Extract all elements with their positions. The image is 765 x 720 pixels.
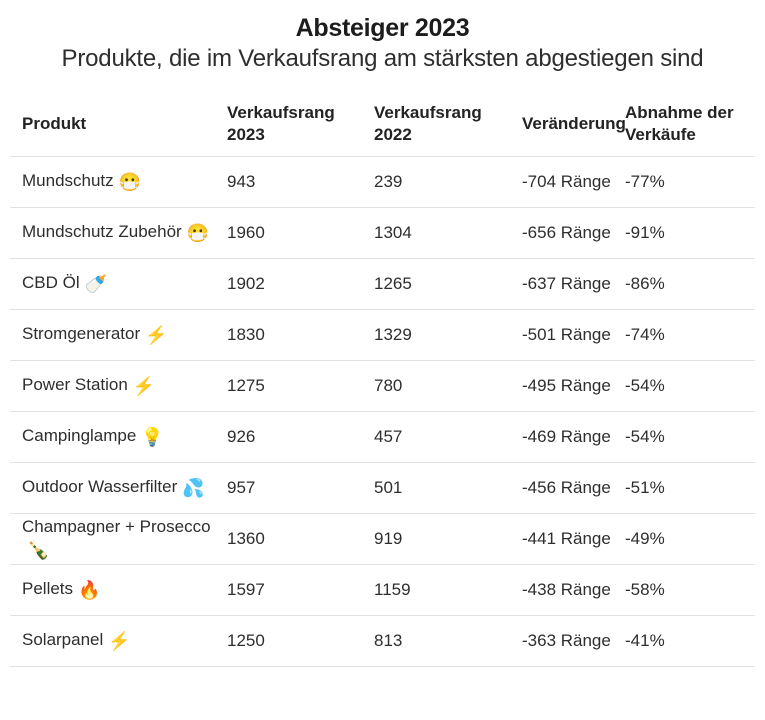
rank-2023-cell: 1275	[227, 360, 374, 412]
decrease-cell: -49%	[625, 513, 755, 565]
product-name: Pellets	[22, 578, 74, 598]
col-header-verkaufsrang-2023: Verkaufsrang 2023	[227, 92, 374, 157]
col-header-label: Abnahme der Verkäufe	[625, 102, 734, 144]
rank-2022-cell: 1265	[374, 258, 522, 310]
water-droplets-emoji-icon: 💦	[182, 477, 205, 498]
rank-2022-cell: 1159	[374, 564, 522, 616]
decrease-cell: -58%	[625, 564, 755, 616]
table-row: Stromgenerator ⚡ 1830 1329 -501 Ränge -74…	[10, 309, 755, 361]
col-header-abnahme: Abnahme der Verkäufe	[625, 92, 755, 157]
rank-2022-cell: 1304	[374, 207, 522, 259]
product-cell: Champagner + Prosecco 🍾	[10, 513, 227, 565]
table-row: Power Station ⚡ 1275 780 -495 Ränge -54%	[10, 360, 755, 412]
decrease-cell: -41%	[625, 615, 755, 667]
change-cell: -495 Ränge	[522, 360, 625, 412]
col-header-label: Verkaufsrang 2023	[227, 102, 335, 144]
change-cell: -441 Ränge	[522, 513, 625, 565]
product-cell: CBD Öl 🍼	[10, 258, 227, 310]
rank-2022-cell: 239	[374, 156, 522, 208]
product-cell: Pellets 🔥	[10, 564, 227, 616]
page-subtitle: Produkte, die im Verkaufsrang am stärkst…	[61, 45, 704, 72]
change-cell: -363 Ränge	[522, 615, 625, 667]
product-cell: Mundschutz Zubehör 😷	[10, 207, 227, 259]
rank-2022-cell: 1329	[374, 309, 522, 361]
change-cell: -656 Ränge	[522, 207, 625, 259]
product-name: Mundschutz	[22, 170, 114, 190]
product-name: CBD Öl	[22, 272, 80, 292]
rank-2022-cell: 919	[374, 513, 522, 565]
col-header-verkaufsrang-2022: Verkaufsrang 2022	[374, 92, 522, 157]
product-cell: Power Station ⚡	[10, 360, 227, 412]
decrease-cell: -74%	[625, 309, 755, 361]
decrease-cell: -91%	[625, 207, 755, 259]
product-name: Outdoor Wasserfilter	[22, 476, 178, 496]
page-title: Absteiger 2023	[295, 14, 470, 42]
decrease-cell: -54%	[625, 360, 755, 412]
rank-2023-cell: 1597	[227, 564, 374, 616]
table-row: CBD Öl 🍼 1902 1265 -637 Ränge -86%	[10, 258, 755, 310]
decrease-cell: -54%	[625, 411, 755, 463]
change-cell: -469 Ränge	[522, 411, 625, 463]
rank-2023-cell: 943	[227, 156, 374, 208]
high-voltage-emoji-icon: ⚡	[145, 324, 168, 345]
col-header-label: Veränderung	[522, 113, 626, 133]
decrease-cell: -86%	[625, 258, 755, 310]
product-cell: Solarpanel ⚡	[10, 615, 227, 667]
high-voltage-emoji-icon: ⚡	[132, 375, 156, 396]
change-cell: -704 Ränge	[522, 156, 625, 208]
rank-2023-cell: 957	[227, 462, 374, 514]
decrease-cell: -51%	[625, 462, 755, 514]
decrease-cell: -77%	[625, 156, 755, 208]
champagne-bottle-emoji-icon: 🍾	[27, 539, 50, 560]
light-bulb-emoji-icon: 💡	[141, 426, 164, 447]
rank-2022-cell: 813	[374, 615, 522, 667]
mask-emoji-icon: 😷	[118, 171, 142, 192]
rank-2023-cell: 1360	[227, 513, 374, 565]
table-row: Outdoor Wasserfilter 💦 957 501 -456 Ränge…	[10, 462, 755, 514]
col-header-veraenderung: Veränderung	[522, 92, 626, 157]
change-cell: -438 Ränge	[522, 564, 625, 616]
change-cell: -637 Ränge	[522, 258, 625, 310]
col-header-label: Verkaufsrang 2022	[374, 102, 482, 144]
table-row: Pellets 🔥 1597 1159 -438 Ränge -58%	[10, 564, 755, 616]
rank-2022-cell: 780	[374, 360, 522, 412]
col-header-label: Produkt	[22, 113, 87, 133]
rank-2022-cell: 457	[374, 411, 522, 463]
product-name: Solarpanel	[22, 629, 104, 649]
product-name: Campinglampe	[22, 425, 137, 445]
table-header-row: Produkt Verkaufsrang 2023 Verkaufsrang 2…	[10, 92, 755, 157]
high-voltage-emoji-icon: ⚡	[108, 630, 131, 651]
table-row: Mundschutz 😷 943 239 -704 Ränge -77%	[10, 156, 755, 208]
product-name: Champagner + Prosecco	[22, 516, 211, 536]
rank-2023-cell: 1250	[227, 615, 374, 667]
decliners-table: Produkt Verkaufsrang 2023 Verkaufsrang 2…	[10, 92, 755, 667]
product-cell: Outdoor Wasserfilter 💦	[10, 462, 227, 514]
table-row: Solarpanel ⚡ 1250 813 -363 Ränge -41%	[10, 615, 755, 667]
change-cell: -501 Ränge	[522, 309, 625, 361]
mask-emoji-icon: 😷	[186, 222, 210, 243]
rank-2022-cell: 501	[374, 462, 522, 514]
rank-2023-cell: 1960	[227, 207, 374, 259]
product-cell: Stromgenerator ⚡	[10, 309, 227, 361]
product-cell: Campinglampe 💡	[10, 411, 227, 463]
change-cell: -456 Ränge	[522, 462, 625, 514]
fire-emoji-icon: 🔥	[78, 579, 101, 600]
product-name: Stromgenerator	[22, 323, 141, 343]
rank-2023-cell: 1830	[227, 309, 374, 361]
product-name: Mundschutz Zubehör	[22, 221, 182, 241]
col-header-produkt: Produkt	[10, 92, 227, 157]
rank-2023-cell: 926	[227, 411, 374, 463]
table-row: Mundschutz Zubehör 😷 1960 1304 -656 Ränge…	[10, 207, 755, 259]
table-row: Campinglampe 💡 926 457 -469 Ränge -54%	[10, 411, 755, 463]
table-row: Champagner + Prosecco 🍾 1360 919 -441 Rän…	[10, 513, 755, 565]
rank-2023-cell: 1902	[227, 258, 374, 310]
product-cell: Mundschutz 😷	[10, 156, 227, 208]
baby-bottle-emoji-icon: 🍼	[84, 273, 108, 294]
product-name: Power Station	[22, 374, 128, 394]
